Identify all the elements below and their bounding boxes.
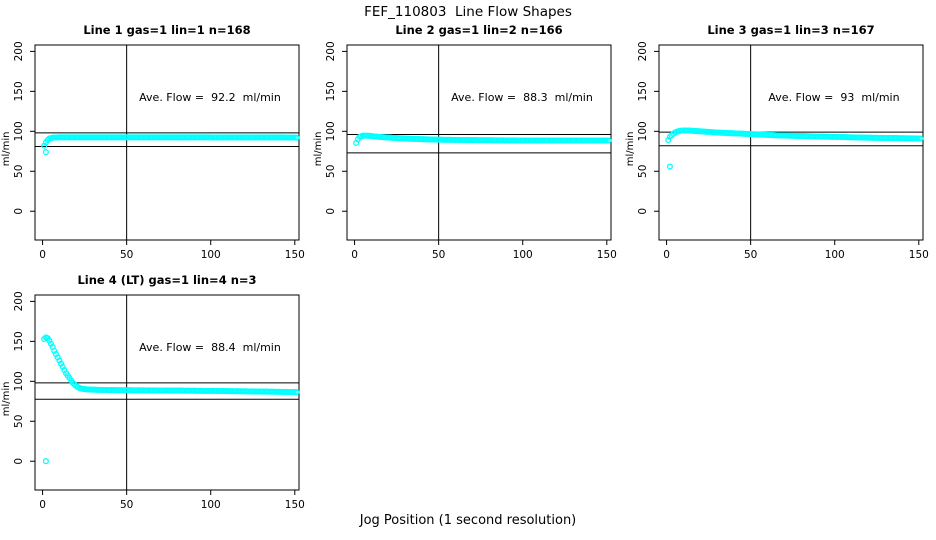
svg-text:ml/min: ml/min [1,382,12,417]
svg-text:100: 100 [825,249,845,261]
svg-text:0: 0 [637,208,649,215]
svg-text:100: 100 [13,121,25,141]
svg-text:0: 0 [39,499,46,511]
chart-canvas-line-1: 0 50 100 150 0 50 100 150 200 ml/min [1,41,305,261]
svg-text:ml/min: ml/min [313,132,324,167]
svg-text:ml/min: ml/min [1,132,12,167]
svg-text:ml/min: ml/min [625,132,636,167]
svg-text:50: 50 [120,249,133,261]
ave-flow-annotation: Ave. Flow = 92.2 ml/min [139,91,281,104]
svg-text:0: 0 [13,208,25,215]
svg-text:0: 0 [39,249,46,261]
svg-text:50: 50 [744,249,757,261]
subplot-line-3: 0 50 100 150 0 50 100 150 200 ml/min Line 3 gas=1… [624,20,936,270]
svg-text:100: 100 [513,249,533,261]
svg-text:0: 0 [325,208,337,215]
ave-flow-annotation: Ave. Flow = 88.3 ml/min [451,91,593,104]
svg-text:100: 100 [13,371,25,391]
subplot-line-2: 0 50 100 150 0 50 100 150 200 ml/min Line 2 gas=1… [312,20,624,270]
ave-flow-annotation: Ave. Flow = 88.4 ml/min [139,341,281,354]
chart-canvas-line-2: 0 50 100 150 0 50 100 150 200 ml/min [313,41,617,261]
svg-text:100: 100 [201,499,221,511]
svg-text:150: 150 [637,81,649,101]
svg-text:150: 150 [597,249,617,261]
svg-text:0: 0 [663,249,670,261]
svg-text:100: 100 [201,249,221,261]
svg-text:50: 50 [637,165,649,178]
subplot-title: Line 4 (LT) gas=1 lin=4 n=3 [77,273,257,287]
svg-text:50: 50 [325,165,337,178]
svg-text:100: 100 [637,121,649,141]
chart-canvas-line-4: 0 50 100 150 0 50 100 150 200 ml/min [1,291,305,511]
svg-text:50: 50 [13,415,25,428]
subplot-line-4: 0 50 100 150 0 50 100 150 200 ml/min Line 4 (LT) … [0,270,312,520]
svg-text:100: 100 [325,121,337,141]
page-title: FEF_110803 Line Flow Shapes [364,4,572,20]
svg-text:50: 50 [13,165,25,178]
subplot-line-1: 0 50 100 150 0 50 100 150 200 ml/min Line 1 gas=1… [0,20,312,270]
svg-text:50: 50 [120,499,133,511]
svg-text:0: 0 [351,249,358,261]
svg-text:200: 200 [13,291,25,311]
subplot-title: Line 2 gas=1 lin=2 n=166 [395,23,563,37]
chart-canvas-line-3: 0 50 100 150 0 50 100 150 200 ml/min [625,41,929,261]
svg-text:200: 200 [13,41,25,61]
svg-text:150: 150 [13,81,25,101]
svg-text:200: 200 [325,41,337,61]
subplot-title: Line 1 gas=1 lin=1 n=168 [83,23,251,37]
subplot-title: Line 3 gas=1 lin=3 n=167 [707,23,875,37]
svg-text:150: 150 [909,249,929,261]
svg-text:200: 200 [637,41,649,61]
svg-text:150: 150 [285,499,305,511]
svg-text:0: 0 [13,458,25,465]
svg-text:150: 150 [13,331,25,351]
x-axis-label: Jog Position (1 second resolution) [359,513,577,528]
ave-flow-annotation: Ave. Flow = 93 ml/min [768,91,900,104]
svg-text:150: 150 [325,81,337,101]
svg-text:150: 150 [285,249,305,261]
svg-text:50: 50 [432,249,445,261]
